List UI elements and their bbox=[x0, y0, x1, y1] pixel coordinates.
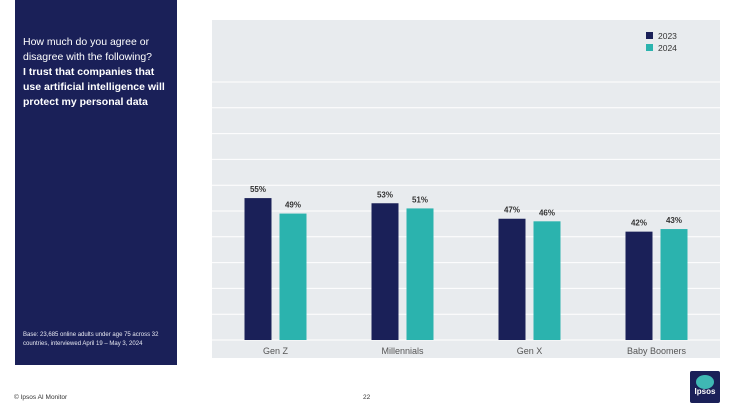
bar-2024-gen-z bbox=[279, 213, 307, 340]
data-label: 51% bbox=[412, 195, 428, 204]
category-label: Gen Z bbox=[263, 346, 289, 356]
left-panel: How much do you agree or disagree with t… bbox=[15, 0, 177, 365]
data-label: 55% bbox=[250, 185, 266, 194]
category-label: Baby Boomers bbox=[627, 346, 687, 356]
legend-swatch-2024 bbox=[646, 44, 653, 51]
bar-2023-millennials bbox=[371, 203, 399, 340]
base-note: Base: 23,685 online adults under age 75 … bbox=[23, 332, 159, 347]
page-number: 22 bbox=[363, 394, 371, 401]
chart-area: 55% 49% Gen Z 53% 51% Millennials 47% 46% Gen X 4… bbox=[212, 20, 720, 358]
bar-2024-baby-boomers bbox=[660, 229, 688, 340]
bar-2024-gen-x bbox=[533, 221, 561, 340]
question-statement: I trust that companies that use artifici… bbox=[23, 66, 165, 108]
data-label: 53% bbox=[377, 190, 393, 199]
legend-swatch-2023 bbox=[646, 32, 653, 39]
data-label: 46% bbox=[539, 208, 555, 217]
data-label: 47% bbox=[504, 206, 520, 215]
data-label: 49% bbox=[285, 201, 301, 210]
data-label: 43% bbox=[666, 216, 682, 225]
footer-source: © Ipsos AI Monitor bbox=[14, 394, 68, 401]
bar-2023-baby-boomers bbox=[625, 231, 653, 340]
data-label: 42% bbox=[631, 219, 647, 228]
question-line: How much do you agree or disagree with t… bbox=[23, 36, 152, 63]
category-label: Gen X bbox=[517, 346, 543, 356]
bar-2024-millennials bbox=[406, 208, 434, 340]
ipsos-logo: Ipsos bbox=[690, 371, 720, 403]
category-label: Millennials bbox=[381, 346, 424, 356]
bar-2023-gen-z bbox=[244, 198, 272, 340]
logo-text: Ipsos bbox=[694, 387, 716, 396]
bar-2023-gen-x bbox=[498, 218, 526, 340]
logo-mark bbox=[696, 375, 714, 389]
question-text: How much do you agree or disagree with t… bbox=[23, 35, 173, 110]
legend-label: 2024 bbox=[658, 43, 677, 53]
legend-label: 2023 bbox=[658, 31, 677, 41]
bar-chart: 55% 49% Gen Z 53% 51% Millennials 47% 46% Gen X 4… bbox=[212, 31, 720, 356]
